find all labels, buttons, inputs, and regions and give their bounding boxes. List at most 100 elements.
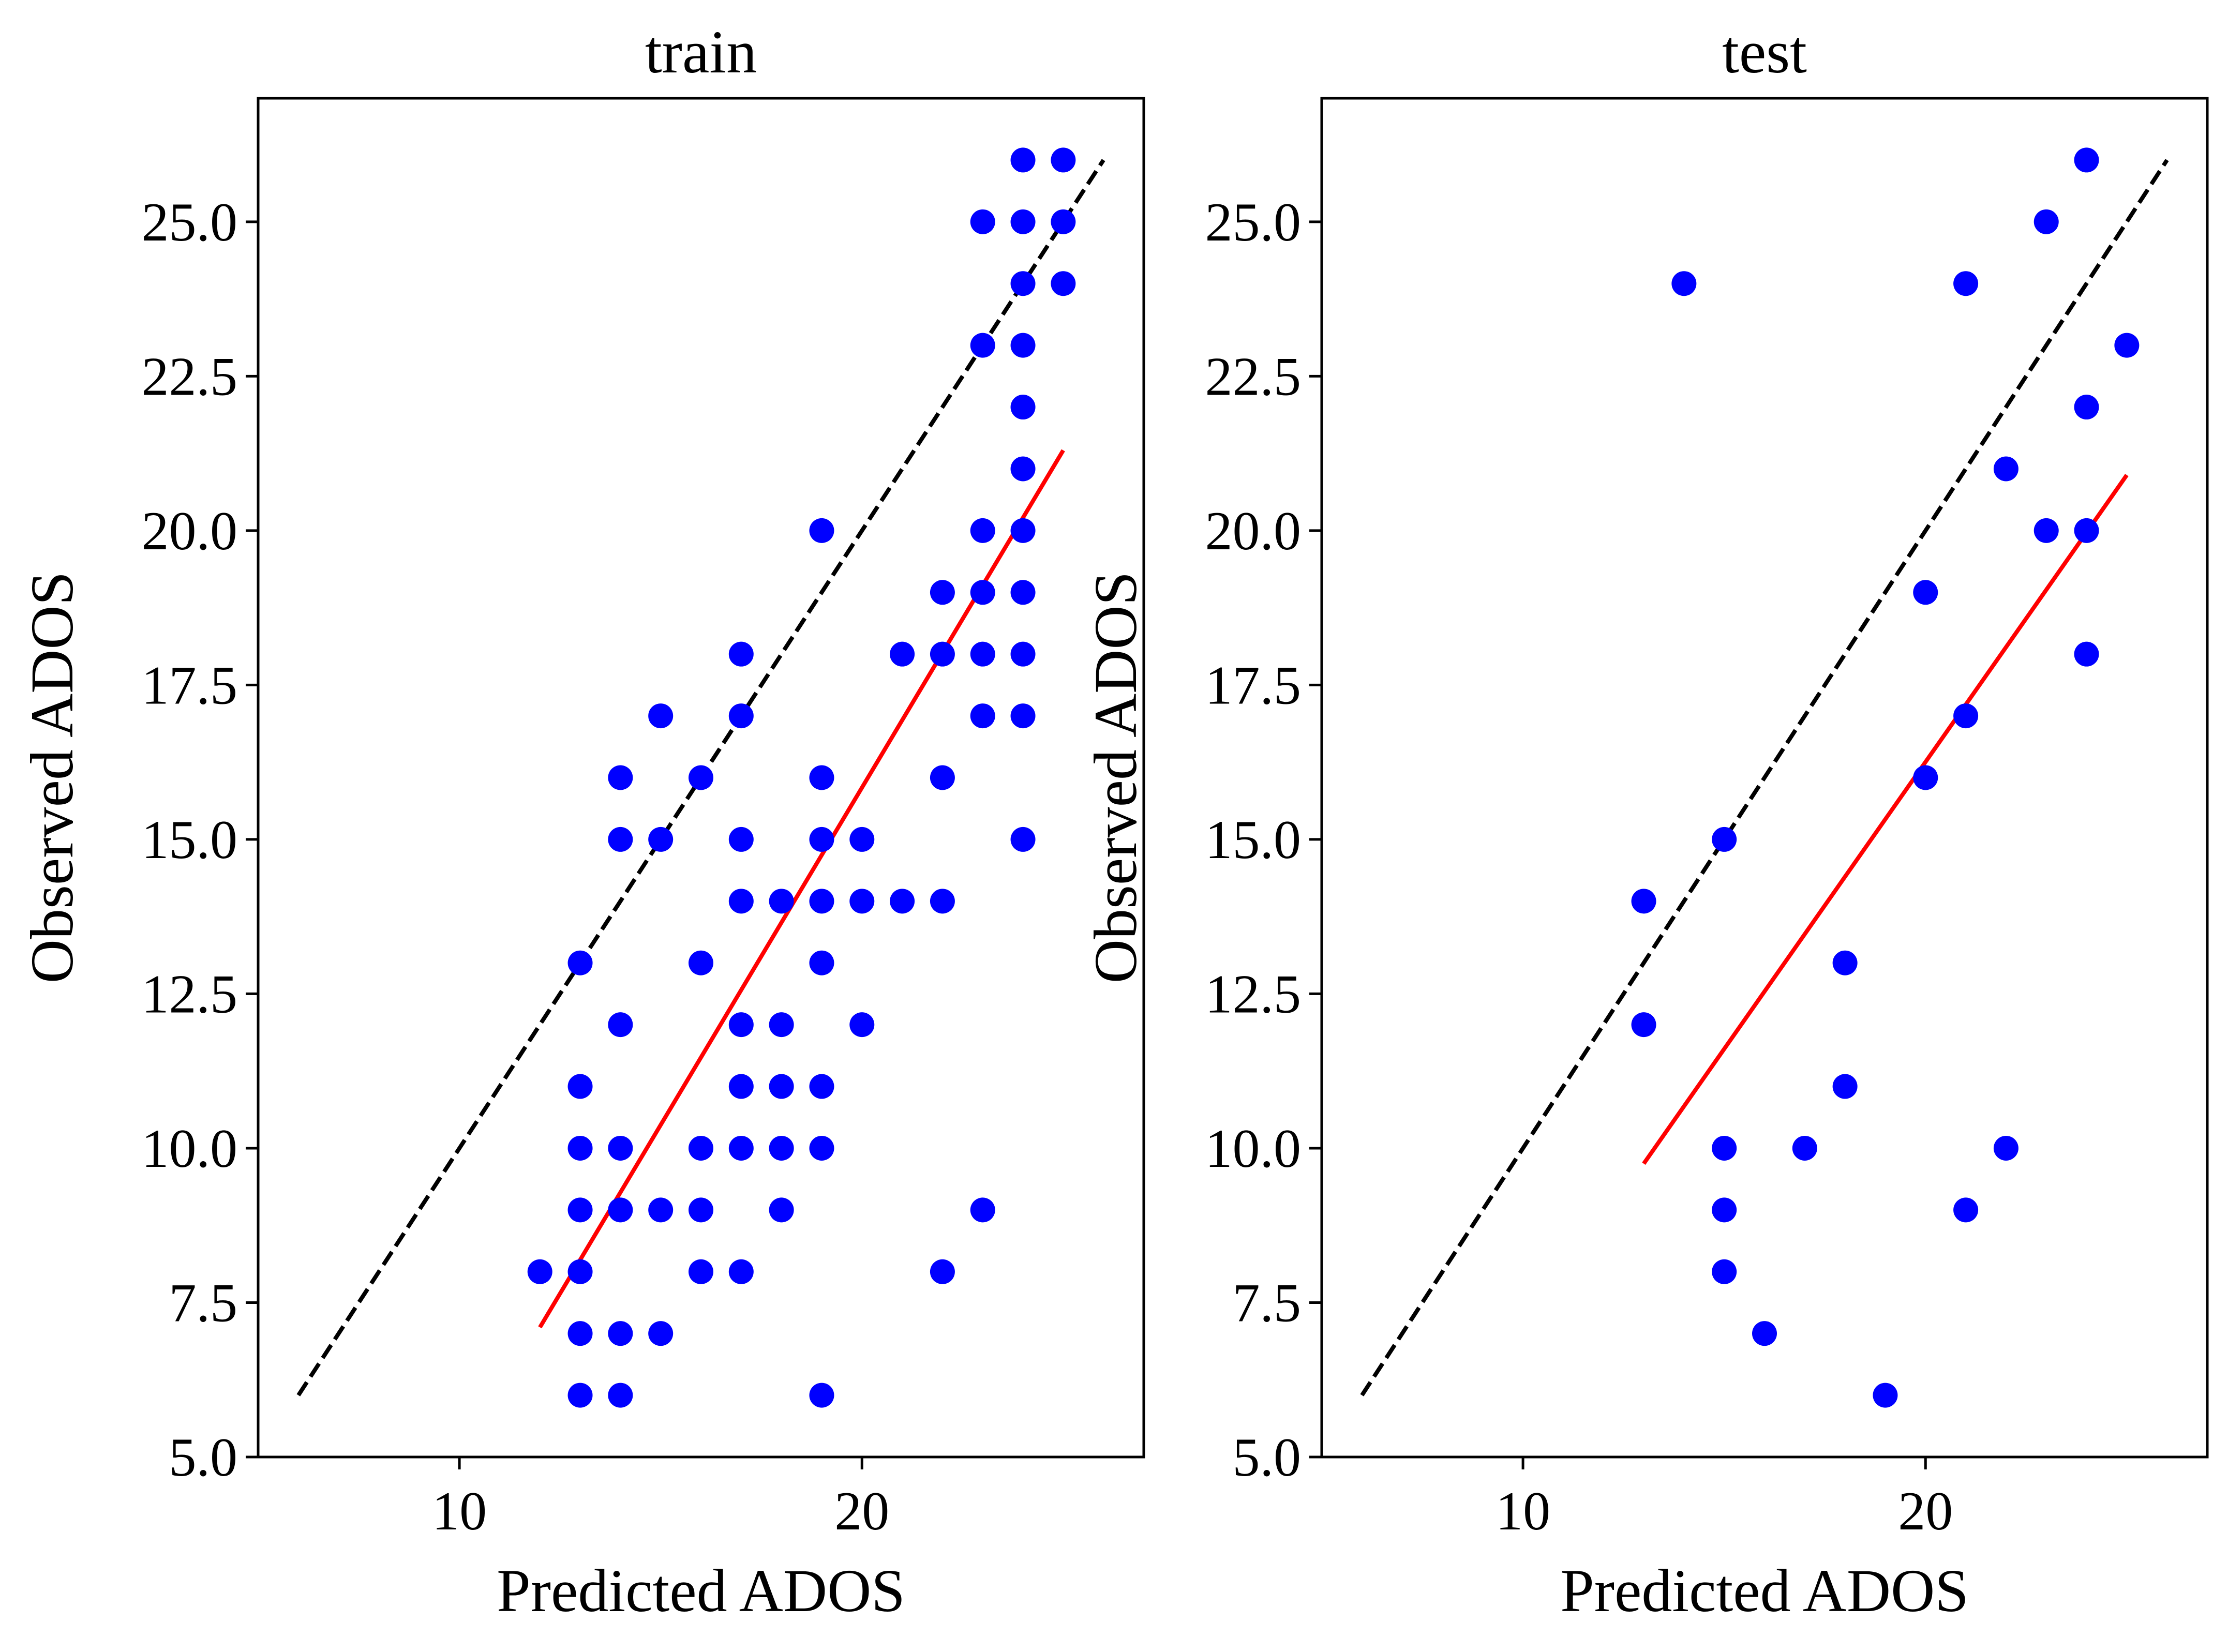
train-panel: train 10 20 5.0 7.5 10.0 12.5 15.0 17.5 20.0 22.5…	[18, 18, 1145, 1625]
test-data-point	[1631, 889, 1656, 914]
train-y-tick-label: 7.5	[169, 1272, 238, 1333]
test-data-point	[1993, 1135, 2018, 1161]
train-data-point	[1051, 147, 1076, 173]
test-data-point	[2074, 147, 2099, 173]
train-title: train	[645, 18, 757, 86]
test-data-point	[1712, 827, 1737, 852]
train-data-point	[567, 1197, 593, 1223]
train-data-point	[930, 765, 955, 790]
test-data-point	[2074, 518, 2099, 543]
train-data-point	[970, 580, 995, 605]
test-data-point	[1913, 765, 1938, 790]
train-data-point	[930, 641, 955, 667]
test-y-tick-label: 20.0	[1205, 501, 1302, 561]
train-data-point	[1010, 395, 1036, 420]
test-fit-line	[1642, 474, 2129, 1165]
train-data-point	[1010, 518, 1036, 543]
test-data-point	[2033, 209, 2059, 234]
train-data-point	[648, 827, 674, 852]
train-data-point	[608, 1321, 633, 1346]
test-ticks: 10 20 5.0 7.5 10.0 12.5 15.0 17.5 20.0 22.5 25.0	[1205, 192, 1953, 1541]
test-y-tick-label: 10.0	[1205, 1118, 1302, 1179]
test-data-point	[1792, 1135, 1817, 1161]
train-y-tick-label: 12.5	[142, 964, 238, 1024]
train-data-point	[970, 1197, 995, 1223]
test-data-point	[1953, 1197, 1979, 1223]
test-data-point	[1832, 1074, 1858, 1099]
train-data-point	[930, 580, 955, 605]
train-data-point	[809, 950, 834, 975]
train-data-point	[769, 1197, 794, 1223]
test-x-tick-label: 10	[1496, 1481, 1550, 1541]
train-plot-area	[296, 147, 1105, 1408]
train-data-point	[849, 827, 875, 852]
train-data-point	[769, 1135, 794, 1161]
test-data-point	[1832, 950, 1858, 975]
test-y-tick-label: 5.0	[1233, 1427, 1302, 1488]
train-data-point	[809, 1383, 834, 1408]
test-data-point	[1953, 271, 1979, 296]
train-y-tick-label: 5.0	[169, 1427, 238, 1488]
train-data-point	[728, 1074, 754, 1099]
train-data-point	[608, 1012, 633, 1038]
train-data-point	[809, 889, 834, 914]
train-data-point	[1010, 580, 1036, 605]
train-data-point	[567, 1321, 593, 1346]
train-data-point	[1010, 827, 1036, 852]
train-data-point	[1010, 271, 1036, 296]
test-y-tick-label: 25.0	[1205, 192, 1302, 252]
train-data-point	[608, 1197, 633, 1223]
train-data-point	[1051, 271, 1076, 296]
train-data-point	[809, 1074, 834, 1099]
train-data-point	[1010, 333, 1036, 358]
train-data-point	[608, 1135, 633, 1161]
train-data-point	[689, 1135, 713, 1161]
test-y-tick-label: 22.5	[1205, 346, 1302, 407]
train-data-point	[689, 1197, 713, 1223]
train-data-point	[728, 827, 754, 852]
test-data-point	[1671, 271, 1697, 296]
test-data-point	[2033, 518, 2059, 543]
test-data-point	[1953, 703, 1979, 729]
test-data-point	[1631, 1012, 1656, 1038]
train-data-point	[970, 518, 995, 543]
train-y-tick-label: 20.0	[142, 501, 238, 561]
test-data-point	[2114, 333, 2140, 358]
test-y-tick-label: 15.0	[1205, 809, 1302, 870]
train-data-point	[689, 765, 713, 790]
train-data-point	[849, 889, 875, 914]
test-data-point	[1993, 456, 2018, 482]
test-data-point	[1712, 1197, 1737, 1223]
train-y-tick-label: 25.0	[142, 192, 238, 252]
test-y-tick-label: 12.5	[1205, 964, 1302, 1024]
train-data-point	[1010, 703, 1036, 729]
train-data-point	[769, 889, 794, 914]
test-panel: test 10 20 5.0 7.5 10.0 12.5 15.0 17.5 20.0 22.5 2…	[1082, 18, 2209, 1625]
train-data-point	[1010, 147, 1036, 173]
train-data-point	[890, 889, 915, 914]
train-data-point	[728, 1259, 754, 1284]
train-data-point	[1010, 641, 1036, 667]
test-plot-area	[1360, 147, 2169, 1408]
train-data-point	[728, 641, 754, 667]
train-data-point	[648, 1321, 674, 1346]
train-data-point	[567, 1074, 593, 1099]
test-data-point	[2074, 641, 2099, 667]
train-y-axis-label: Observed ADOS	[18, 572, 86, 983]
train-data-point	[809, 765, 834, 790]
test-identity-line	[1360, 159, 2169, 1396]
train-data-point	[809, 518, 834, 543]
train-data-point	[970, 703, 995, 729]
test-axes-frame	[1320, 97, 2209, 1459]
test-data-point	[1873, 1383, 1898, 1408]
train-data-point	[648, 1197, 674, 1223]
test-x-tick-label: 20	[1898, 1481, 1953, 1541]
test-data-point	[1712, 1135, 1737, 1161]
train-data-point	[689, 950, 713, 975]
train-data-point	[567, 1383, 593, 1408]
train-data-point	[890, 641, 915, 667]
train-data-point	[567, 1259, 593, 1284]
test-data-point	[1712, 1259, 1737, 1284]
